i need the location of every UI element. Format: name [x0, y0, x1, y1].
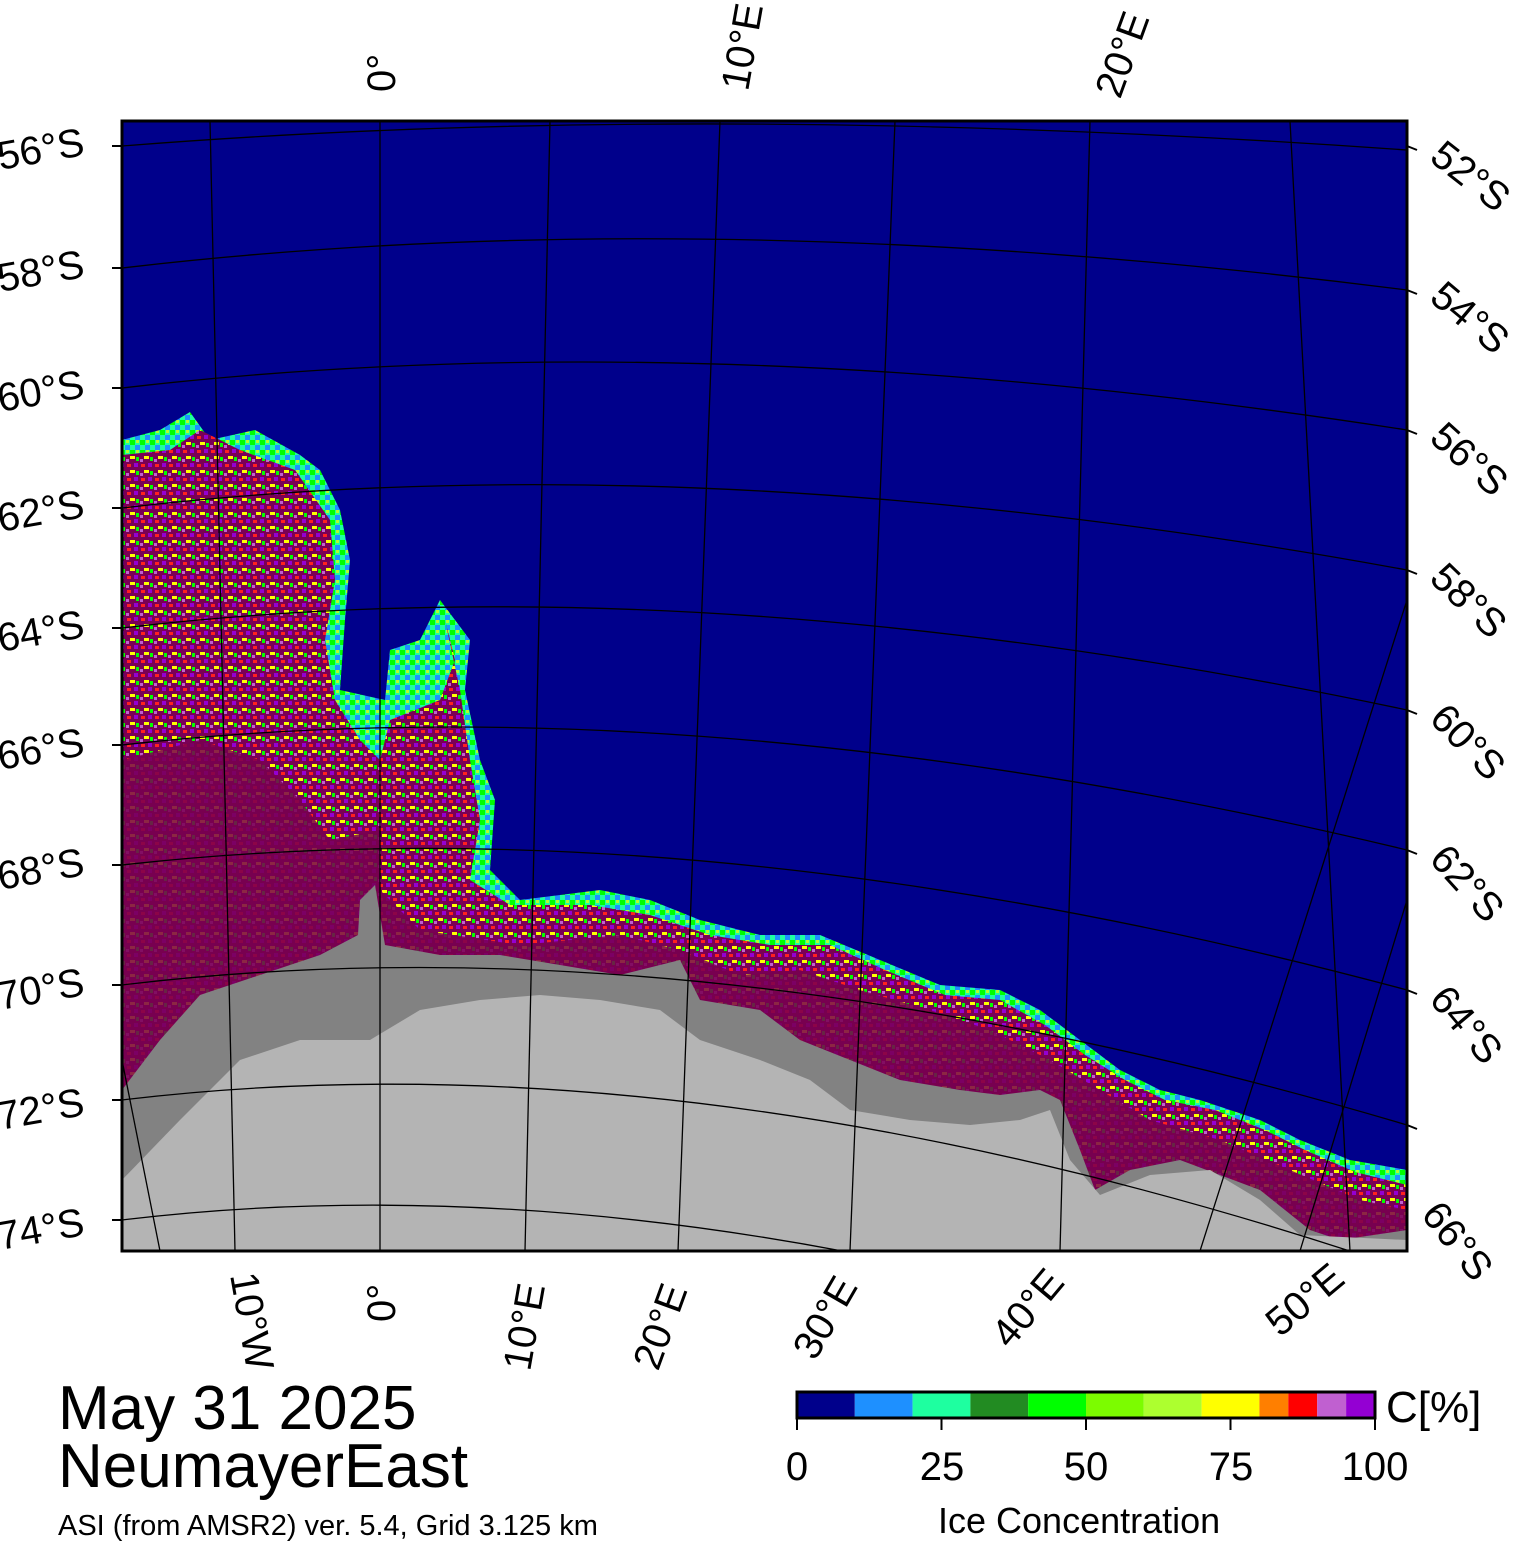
- product-info: ASI (from AMSR2) ver. 5.4, Grid 3.125 km: [58, 1510, 598, 1542]
- lon-label: 20°E: [625, 1278, 696, 1375]
- tick-marks: [112, 145, 1418, 1221]
- lat-label: 66°S: [1413, 1193, 1501, 1289]
- lat-label: 58°S: [0, 242, 87, 300]
- lat-label: 68°S: [0, 840, 87, 898]
- lon-label: 40°E: [983, 1261, 1073, 1356]
- colorbar-bin: [970, 1392, 1029, 1418]
- lat-label: 56°S: [1422, 414, 1516, 505]
- colorbar-tick-label: 0: [786, 1445, 808, 1489]
- colorbar-tick-label: 75: [1209, 1445, 1254, 1489]
- colorbar-bin: [1317, 1392, 1347, 1418]
- lat-label: 64°S: [1421, 978, 1511, 1073]
- lat-label: 62°S: [1421, 837, 1512, 931]
- colorbar-bin: [854, 1392, 913, 1418]
- colorbar-unit: C[%]: [1386, 1383, 1482, 1432]
- colorbar-bin: [1288, 1392, 1318, 1418]
- colorbar-title: Ice Concentration: [938, 1500, 1221, 1541]
- map-frame: [120, 119, 1409, 1253]
- lon-label: 10°E: [496, 1280, 554, 1373]
- lat-label: 74°S: [0, 1200, 87, 1258]
- colorbar-bin: [1028, 1392, 1086, 1418]
- lat-label: 56°S: [0, 120, 87, 178]
- colorbar-bin: [1086, 1392, 1144, 1418]
- colorbar-tick-label: 25: [920, 1445, 965, 1489]
- lon-label: 0°: [360, 54, 404, 92]
- colorbar-bin: [1346, 1392, 1375, 1418]
- lat-label: 62°S: [0, 482, 87, 540]
- bottom-longitude-labels: 10°W 0° 10°E 20°E 30°E 40°E 50°E: [221, 1255, 1352, 1375]
- lon-label: 10°W: [221, 1269, 281, 1374]
- left-latitude-labels: 56°S 58°S 60°S 62°S 64°S 66°S 68°S 70°S …: [0, 120, 87, 1258]
- graticule: [122, 121, 1407, 1251]
- colorbar-bin: [1259, 1392, 1289, 1418]
- lon-label: 0°: [360, 1284, 404, 1322]
- lat-label: 60°S: [0, 362, 87, 420]
- lat-label: 66°S: [0, 720, 87, 778]
- lon-label: 10°E: [714, 0, 772, 93]
- colorbar: [795, 1390, 1377, 1430]
- antarctic-land: [122, 995, 1407, 1251]
- lat-label: 54°S: [1422, 273, 1517, 363]
- lat-label: 60°S: [1422, 696, 1514, 789]
- lat-label: 70°S: [0, 960, 87, 1018]
- lon-label: 50°E: [1258, 1255, 1353, 1345]
- colorbar-tick-label: 100: [1342, 1445, 1409, 1489]
- colorbar-bin: [1201, 1392, 1260, 1418]
- lon-label: 30°E: [785, 1269, 867, 1366]
- lat-label: 72°S: [0, 1080, 87, 1138]
- map-region: NeumayerEast: [58, 1432, 469, 1501]
- lat-label: 52°S: [1422, 132, 1518, 220]
- lat-label: 64°S: [0, 602, 87, 660]
- lat-label: 58°S: [1422, 555, 1515, 647]
- colorbar-bin: [797, 1392, 855, 1418]
- colorbar-tick-label: 50: [1064, 1445, 1109, 1489]
- colorbar-bin: [1143, 1392, 1202, 1418]
- top-longitude-labels: 0° 10°E 20°E: [360, 0, 1158, 103]
- lon-label: 20°E: [1087, 6, 1158, 103]
- map-date: May 31 2025: [58, 1374, 417, 1443]
- right-latitude-labels: 52°S 54°S 56°S 58°S 60°S 62°S 64°S 66°S: [1413, 132, 1518, 1289]
- colorbar-bin: [912, 1392, 971, 1418]
- colorbar-tick-labels: 0 25 50 75 100: [786, 1445, 1409, 1489]
